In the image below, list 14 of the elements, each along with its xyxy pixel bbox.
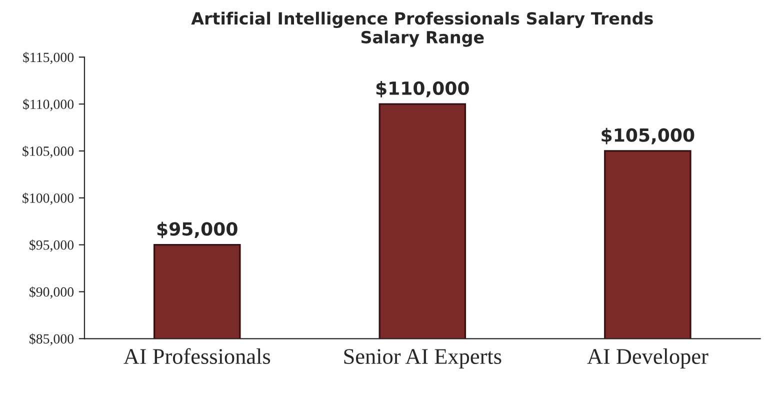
y-tick-label: $115,000 — [23, 52, 74, 64]
y-tick-label: $110,000 — [23, 98, 74, 111]
x-tick-label: Senior AI Experts — [344, 349, 502, 369]
data-label: $95,000 — [157, 222, 238, 238]
y-tick-label: $95,000 — [30, 240, 74, 252]
y-tick-label: $100,000 — [22, 192, 74, 205]
y-tick-label: $90,000 — [30, 286, 74, 299]
chart-title: Artificial Intelligence Professionals Salary Trends Salary Range — [191, 12, 653, 47]
y-tick-label: $105,000 — [22, 146, 74, 158]
y-tick-label: $85,000 — [30, 333, 74, 346]
data-label: $110,000 — [376, 81, 469, 98]
x-tick-label: AI Developer — [587, 348, 708, 369]
data-label: $105,000 — [602, 128, 694, 144]
x-tick-label: AI Professionals — [124, 348, 270, 364]
